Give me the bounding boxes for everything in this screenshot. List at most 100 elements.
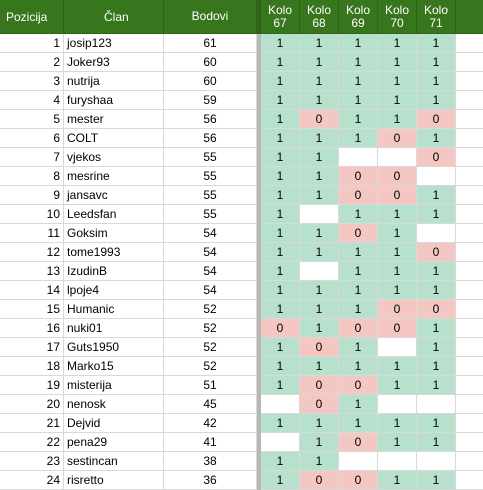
kolo-cell[interactable]: 1 (378, 243, 417, 262)
kolo-cell[interactable]: 1 (261, 34, 300, 53)
kolo-cell[interactable]: 1 (378, 53, 417, 72)
kolo-cell[interactable]: 1 (261, 243, 300, 262)
kolo-cell[interactable]: 1 (261, 452, 300, 471)
kolo-cell[interactable]: 1 (300, 243, 339, 262)
kolo-cell[interactable]: 1 (417, 205, 456, 224)
row-position[interactable]: 1 (0, 34, 64, 53)
row-points[interactable]: 41 (164, 433, 257, 452)
kolo-cell[interactable]: 1 (261, 91, 300, 110)
header-kolo-68[interactable]: Kolo 68 (300, 0, 339, 34)
row-position[interactable]: 10 (0, 205, 64, 224)
kolo-cell[interactable]: 0 (378, 186, 417, 205)
kolo-cell[interactable]: 1 (339, 34, 378, 53)
row-position[interactable]: 7 (0, 148, 64, 167)
row-points[interactable]: 56 (164, 129, 257, 148)
kolo-cell[interactable]: 1 (417, 129, 456, 148)
row-points[interactable]: 38 (164, 452, 257, 471)
kolo-cell[interactable]: 1 (300, 34, 339, 53)
kolo-cell[interactable]: 1 (339, 262, 378, 281)
row-member-name[interactable]: Humanic (64, 300, 164, 319)
row-points[interactable]: 52 (164, 357, 257, 376)
kolo-cell[interactable]: 1 (300, 91, 339, 110)
kolo-cell[interactable]: 0 (378, 129, 417, 148)
kolo-cell[interactable]: 1 (417, 357, 456, 376)
row-member-name[interactable]: IzudinB (64, 262, 164, 281)
row-points[interactable]: 54 (164, 262, 257, 281)
kolo-cell[interactable]: 0 (339, 224, 378, 243)
kolo-cell[interactable] (417, 224, 456, 243)
kolo-cell[interactable]: 1 (261, 224, 300, 243)
row-member-name[interactable]: mester (64, 110, 164, 129)
kolo-cell[interactable]: 0 (300, 471, 339, 490)
kolo-cell[interactable]: 1 (339, 300, 378, 319)
row-points[interactable]: 54 (164, 224, 257, 243)
kolo-cell[interactable]: 0 (339, 471, 378, 490)
kolo-cell[interactable]: 1 (378, 433, 417, 452)
kolo-cell[interactable]: 1 (339, 243, 378, 262)
kolo-cell[interactable]: 1 (378, 281, 417, 300)
kolo-cell[interactable]: 1 (378, 262, 417, 281)
row-points[interactable]: 55 (164, 167, 257, 186)
kolo-cell[interactable]: 1 (261, 129, 300, 148)
kolo-cell[interactable]: 1 (417, 338, 456, 357)
row-points[interactable]: 55 (164, 148, 257, 167)
kolo-cell[interactable]: 1 (261, 262, 300, 281)
row-member-name[interactable]: misterija (64, 376, 164, 395)
row-points[interactable]: 52 (164, 319, 257, 338)
kolo-cell[interactable]: 1 (261, 148, 300, 167)
kolo-cell[interactable]: 1 (378, 471, 417, 490)
row-points[interactable]: 60 (164, 72, 257, 91)
kolo-cell[interactable] (417, 452, 456, 471)
kolo-cell[interactable]: 1 (339, 395, 378, 414)
kolo-cell[interactable]: 1 (261, 167, 300, 186)
row-points[interactable]: 54 (164, 281, 257, 300)
kolo-cell[interactable]: 1 (339, 357, 378, 376)
header-bodovi[interactable]: Bodovi (164, 0, 257, 34)
kolo-cell[interactable]: 1 (300, 357, 339, 376)
kolo-cell[interactable]: 1 (261, 281, 300, 300)
kolo-cell[interactable]: 0 (378, 319, 417, 338)
row-member-name[interactable]: Leedsfan (64, 205, 164, 224)
row-position[interactable]: 13 (0, 262, 64, 281)
kolo-cell[interactable]: 1 (378, 224, 417, 243)
row-position[interactable]: 21 (0, 414, 64, 433)
kolo-cell[interactable]: 1 (261, 186, 300, 205)
kolo-cell[interactable]: 0 (300, 338, 339, 357)
kolo-cell[interactable]: 1 (339, 91, 378, 110)
header-kolo-70[interactable]: Kolo 70 (378, 0, 417, 34)
kolo-cell[interactable]: 1 (300, 319, 339, 338)
row-position[interactable]: 20 (0, 395, 64, 414)
kolo-cell[interactable]: 1 (300, 433, 339, 452)
row-member-name[interactable]: vjekos (64, 148, 164, 167)
row-position[interactable]: 24 (0, 471, 64, 490)
row-member-name[interactable]: nuki01 (64, 319, 164, 338)
kolo-cell[interactable]: 1 (417, 72, 456, 91)
kolo-cell[interactable]: 1 (378, 414, 417, 433)
kolo-cell[interactable]: 0 (300, 376, 339, 395)
row-points[interactable]: 55 (164, 205, 257, 224)
kolo-cell[interactable]: 1 (378, 357, 417, 376)
header-kolo-69[interactable]: Kolo 69 (339, 0, 378, 34)
row-member-name[interactable]: sestincan (64, 452, 164, 471)
kolo-cell[interactable]: 1 (300, 300, 339, 319)
kolo-cell[interactable]: 1 (261, 300, 300, 319)
kolo-cell[interactable] (378, 338, 417, 357)
kolo-cell[interactable]: 1 (300, 148, 339, 167)
kolo-cell[interactable]: 1 (339, 72, 378, 91)
kolo-cell[interactable]: 0 (339, 167, 378, 186)
kolo-cell[interactable]: 1 (417, 376, 456, 395)
kolo-cell[interactable]: 1 (339, 205, 378, 224)
kolo-cell[interactable]: 0 (339, 376, 378, 395)
kolo-cell[interactable]: 1 (261, 376, 300, 395)
kolo-cell[interactable] (339, 148, 378, 167)
kolo-cell[interactable] (378, 452, 417, 471)
kolo-cell[interactable] (417, 395, 456, 414)
row-position[interactable]: 19 (0, 376, 64, 395)
kolo-cell[interactable]: 1 (417, 433, 456, 452)
kolo-cell[interactable]: 0 (417, 243, 456, 262)
row-member-name[interactable]: Guts1950 (64, 338, 164, 357)
row-points[interactable]: 45 (164, 395, 257, 414)
row-member-name[interactable]: Joker93 (64, 53, 164, 72)
kolo-cell[interactable]: 1 (261, 72, 300, 91)
kolo-cell[interactable]: 1 (261, 53, 300, 72)
